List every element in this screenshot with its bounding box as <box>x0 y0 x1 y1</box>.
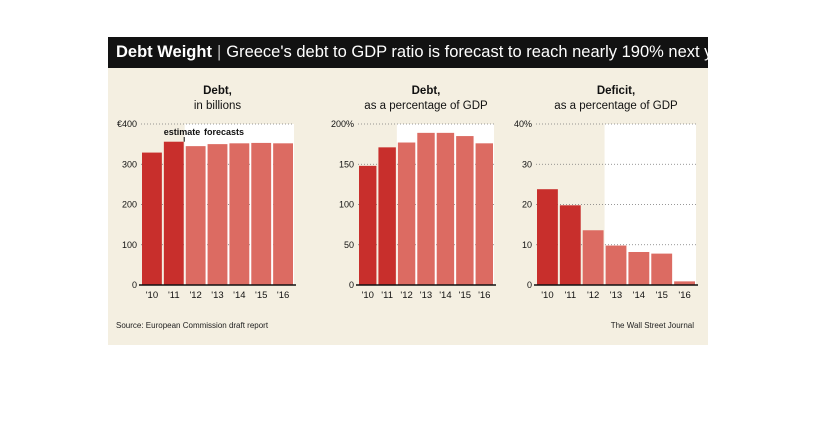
x-tick-label: '12 <box>189 290 201 301</box>
bar-10 <box>142 152 162 285</box>
credit-note: The Wall Street Journal <box>610 321 694 330</box>
panel-subtitle: as a percentage of GDP <box>554 100 678 112</box>
header-bar: Debt Weight | Greece's debt to GDP ratio i… <box>108 37 708 68</box>
y-tick-label: 20 <box>522 200 532 210</box>
x-tick-label: '10 <box>541 290 553 301</box>
y-tick-label: 150 <box>339 159 354 169</box>
x-tick-label: '11 <box>381 290 393 301</box>
x-tick-label: '11 <box>564 290 576 301</box>
header-separator: | <box>216 43 222 61</box>
panel-title: Deficit, <box>597 85 635 97</box>
bar-14 <box>436 132 455 285</box>
y-tick-label: 0 <box>349 280 354 290</box>
x-tick-label: '15 <box>656 290 668 301</box>
annotation-estimate: estimate <box>164 127 201 137</box>
x-tick-label: '13 <box>610 290 622 301</box>
y-tick-label: 10 <box>522 240 532 250</box>
x-tick-label: '12 <box>400 290 412 301</box>
x-tick-label: '15 <box>459 290 471 301</box>
bar-16 <box>674 281 695 285</box>
panel-subtitle: as a percentage of GDP <box>364 100 488 112</box>
y-tick-label: 100 <box>122 240 137 250</box>
y-tick-label: 0 <box>132 280 137 290</box>
bar-14 <box>628 251 650 285</box>
x-tick-label: '13 <box>211 290 223 301</box>
bar-12 <box>582 230 604 285</box>
chart-graphic: Debt, in billions 0 100 200 300 €400'10'11'12 '… <box>108 37 708 345</box>
y-tick-label: €400 <box>117 119 137 129</box>
y-tick-label: 0 <box>527 280 532 290</box>
y-tick-label: 50 <box>344 240 354 250</box>
panel-title: Debt, <box>412 85 441 97</box>
x-tick-label: '16 <box>678 290 690 301</box>
bar-16 <box>475 143 493 285</box>
x-tick-label: '14 <box>633 290 645 301</box>
bar-13 <box>417 132 435 285</box>
x-tick-label: '11 <box>168 290 180 301</box>
y-tick-label: 30 <box>522 159 532 169</box>
x-tick-label: '12 <box>587 290 599 301</box>
bar-15 <box>251 142 272 285</box>
header-subtitle: Greece's debt to GDP ratio is forecast t… <box>226 43 708 61</box>
bar-13 <box>605 245 627 285</box>
bar-12 <box>397 142 416 285</box>
x-tick-label: '15 <box>255 290 267 301</box>
x-tick-label: '13 <box>420 290 432 301</box>
y-tick-label: 40% <box>514 119 532 129</box>
x-tick-label: '14 <box>439 290 451 301</box>
panel-title: Debt, <box>203 85 232 97</box>
bar-15 <box>651 253 673 285</box>
panel-subtitle: in billions <box>194 100 242 112</box>
y-tick-label: 100 <box>339 200 354 210</box>
bar-16 <box>273 143 293 285</box>
bar-12 <box>185 146 206 285</box>
bar-11 <box>378 147 396 285</box>
x-tick-label: '16 <box>478 290 490 301</box>
source-note: Source: European Commission draft report <box>116 321 269 330</box>
bar-10 <box>537 189 558 285</box>
bar-11 <box>163 141 184 285</box>
bar-13 <box>207 144 228 285</box>
bar-14 <box>229 143 250 285</box>
y-tick-label: 200 <box>122 200 137 210</box>
annotation-forecasts: forecasts <box>204 127 244 137</box>
bar-10 <box>359 165 377 285</box>
x-tick-label: '14 <box>233 290 245 301</box>
x-tick-label: '10 <box>362 290 374 301</box>
x-tick-label: '16 <box>277 290 289 301</box>
bar-11 <box>559 205 581 285</box>
y-tick-label: 200% <box>331 119 354 129</box>
x-tick-label: '10 <box>146 290 158 301</box>
bar-15 <box>456 136 474 285</box>
y-tick-label: 300 <box>122 159 137 169</box>
header-title: Debt Weight <box>116 43 212 61</box>
